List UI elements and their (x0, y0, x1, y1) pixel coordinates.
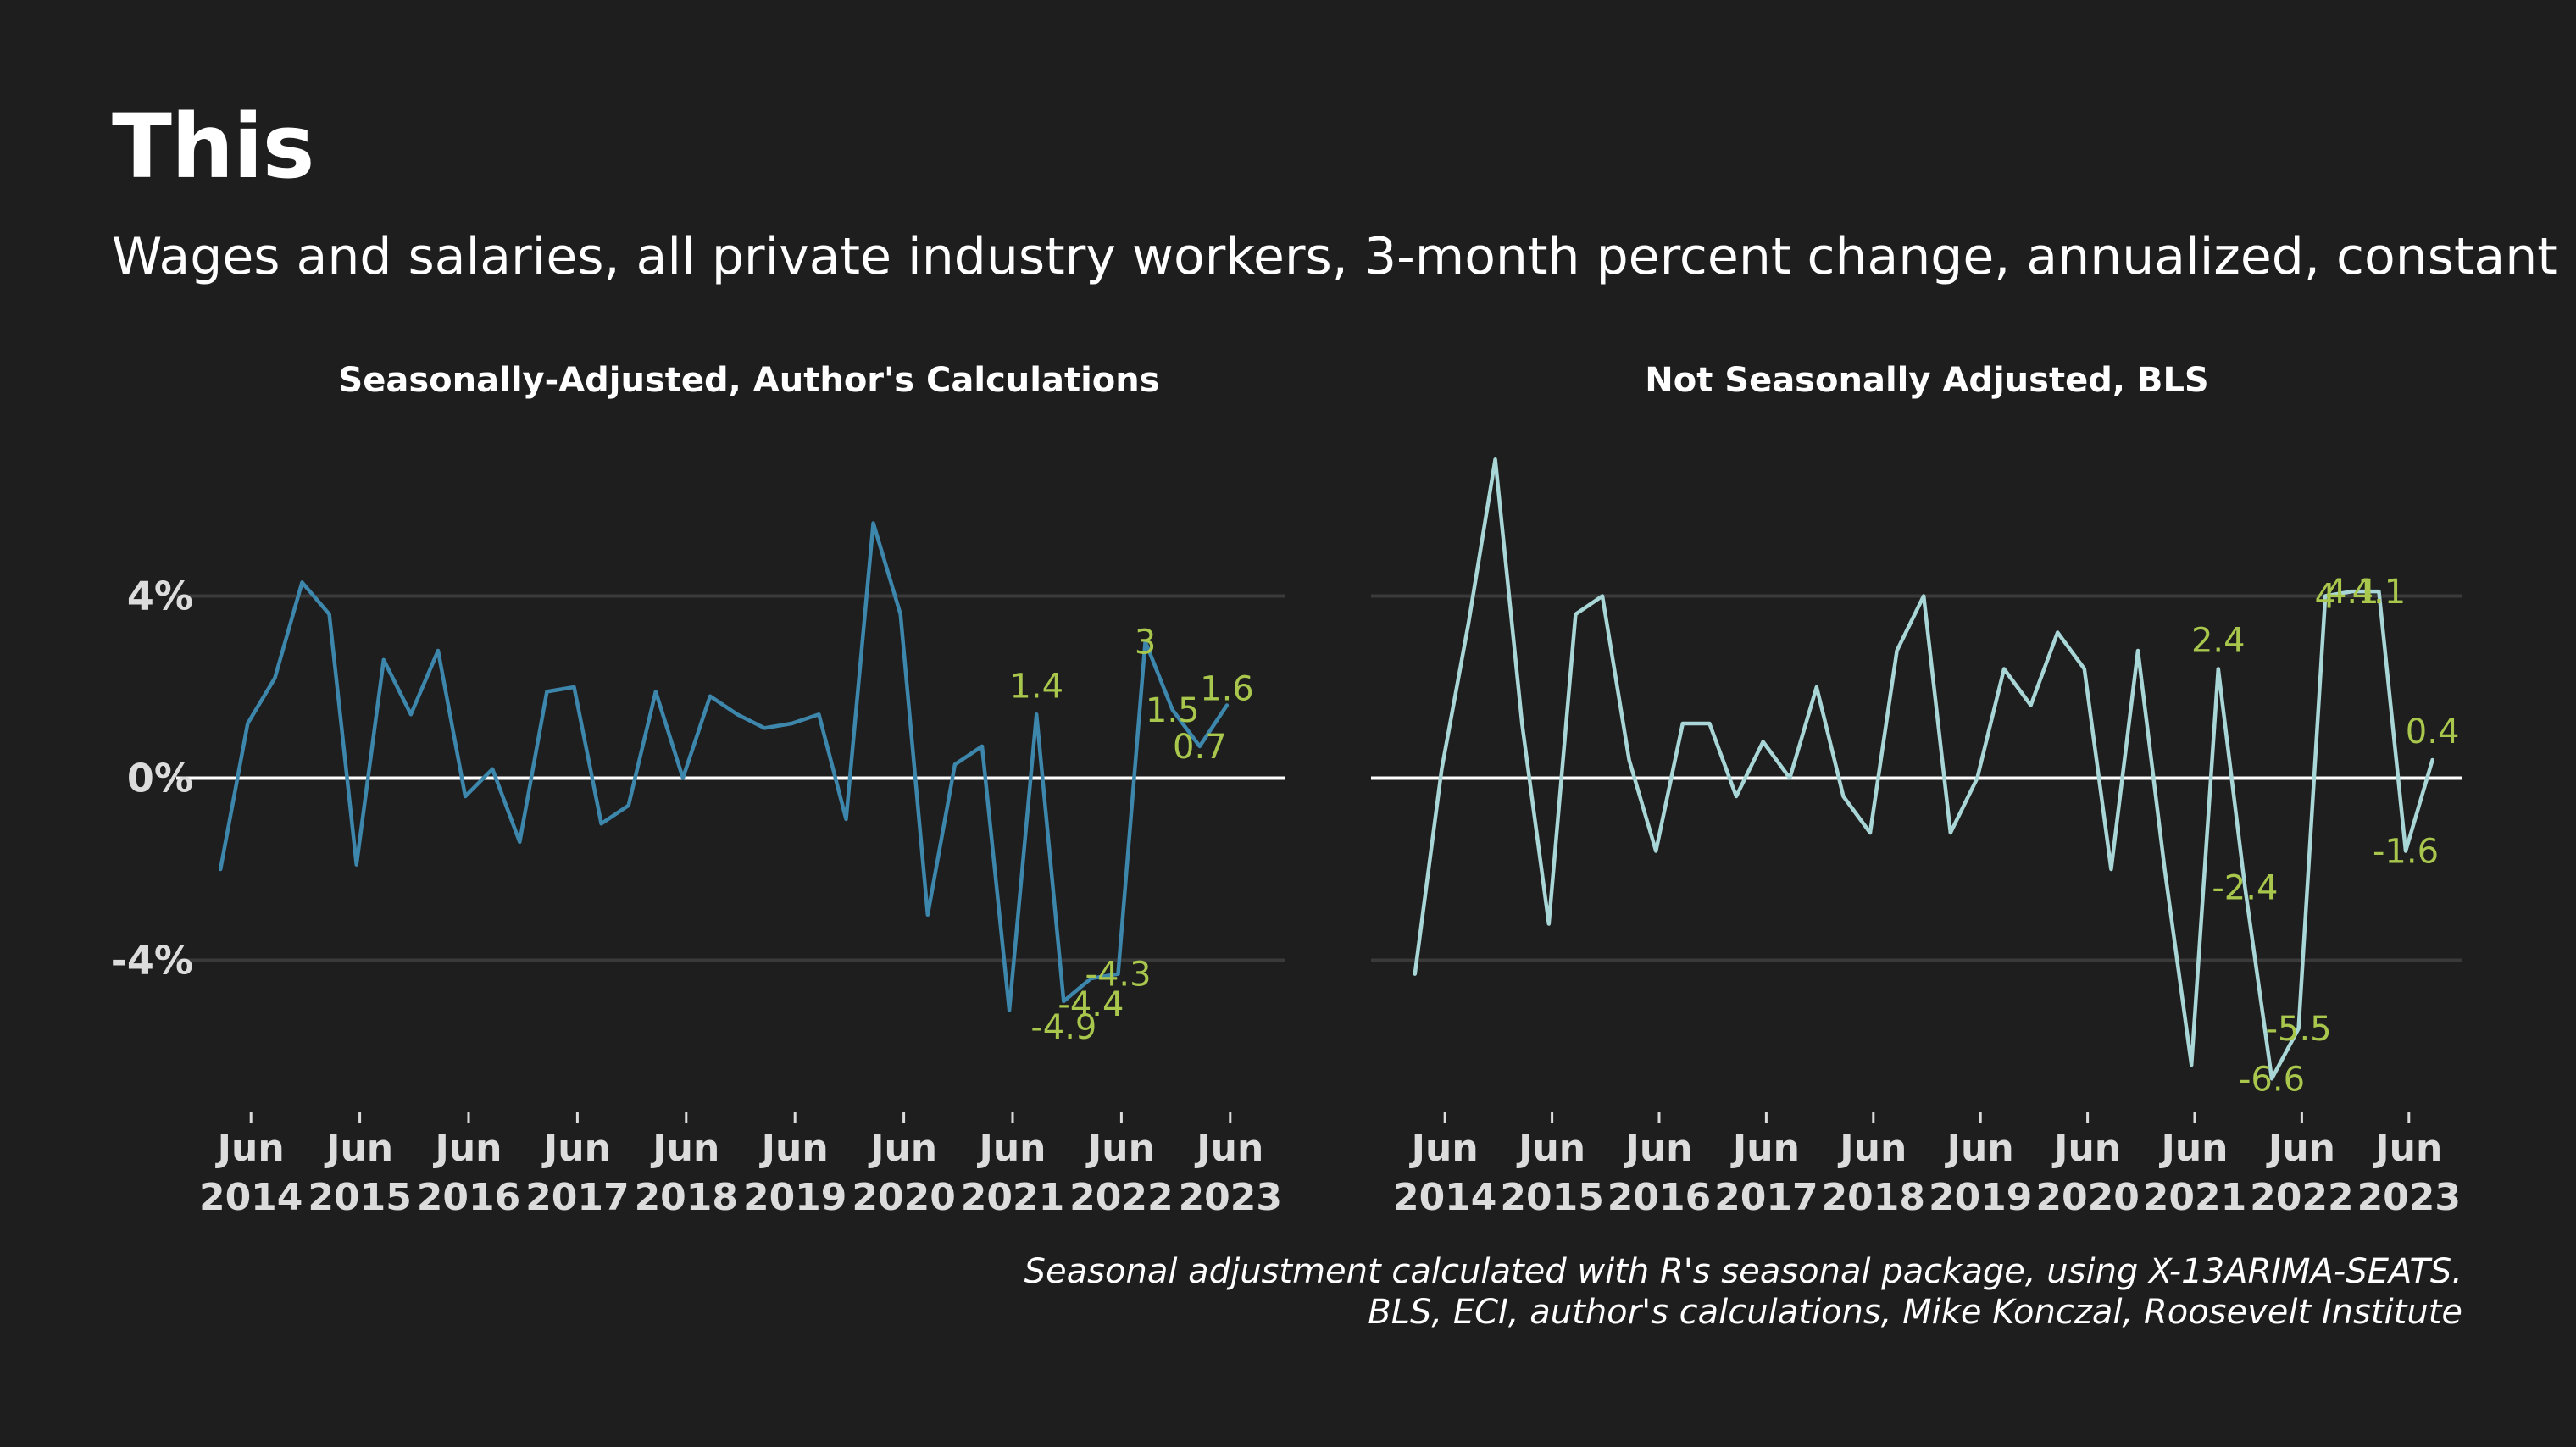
chart-panel-2: Not Seasonally Adjusted, BLS Jun 2014 Jun 20… (1371, 361, 2462, 1219)
data-label: -4.4 (1058, 985, 1124, 1024)
x-tick-label-month: Jun (1085, 1127, 1155, 1170)
data-label: 3 (1135, 623, 1156, 662)
data-label: 0.4 (2406, 712, 2460, 751)
data-label: 4.1 (2325, 573, 2379, 612)
chart-title: This (112, 95, 315, 198)
data-label: 2.4 (2191, 622, 2246, 661)
data-label: 4.1 (2352, 573, 2407, 612)
x-tick-label-month: Jun (1837, 1127, 1907, 1170)
x-tick-label-year: 2021 (2143, 1176, 2246, 1219)
data-label: 0.7 (1173, 728, 1227, 767)
data-label: -6.6 (2239, 1060, 2305, 1099)
x-tick-label-month: Jun (1730, 1127, 1800, 1170)
x-tick-label-month: Jun (432, 1127, 502, 1170)
x-tick-label-month: Jun (976, 1127, 1046, 1170)
x-tick-label-year: 2017 (1714, 1176, 1818, 1219)
y-tick-label: 4% (127, 574, 193, 619)
x-tick-label-year: 2019 (1929, 1176, 2032, 1219)
x-tick-label-year: 2020 (852, 1176, 955, 1219)
x-tick-label-year: 2014 (199, 1176, 303, 1219)
data-label: 1.6 (1200, 670, 1254, 709)
panel-title: Seasonally-Adjusted, Author's Calculatio… (338, 361, 1159, 400)
x-tick-label-year: 2015 (1500, 1176, 1603, 1219)
data-label: -1.6 (2373, 833, 2439, 872)
x-tick-label-year: 2022 (2250, 1176, 2353, 1219)
panel-title: Not Seasonally Adjusted, BLS (1645, 361, 2209, 400)
y-tick-label: -4% (111, 938, 193, 984)
x-tick-label-month: Jun (2158, 1127, 2228, 1170)
caption-method: Seasonal adjustment calculated with R's … (1024, 1252, 2462, 1291)
x-tick-label-month: Jun (1194, 1127, 1263, 1170)
x-tick-label-month: Jun (650, 1127, 719, 1170)
x-tick-label-month: Jun (868, 1127, 937, 1170)
x-tick-label-year: 2023 (1179, 1176, 1282, 1219)
x-tick-label-month: Jun (1516, 1127, 1585, 1170)
data-label: -2.4 (2212, 869, 2278, 908)
y-tick-label: 0% (127, 756, 193, 801)
x-tick-label-year: 2021 (961, 1176, 1064, 1219)
x-tick-label-month: Jun (2266, 1127, 2335, 1170)
x-tick-label-month: Jun (1409, 1127, 1479, 1170)
x-tick-label-year: 2018 (1822, 1176, 1925, 1219)
x-tick-label-year: 2016 (1607, 1176, 1711, 1219)
x-tick-label-month: Jun (541, 1127, 611, 1170)
chart-subtitle: Wages and salaries, all private industry… (112, 227, 2576, 286)
x-tick-label-year: 2019 (743, 1176, 847, 1219)
data-label: 4 (2314, 578, 2335, 617)
data-label: -4.3 (1085, 956, 1152, 995)
caption-source: BLS, ECI, author's calculations, Mike Ko… (1368, 1293, 2462, 1332)
x-tick-label-month: Jun (1623, 1127, 1692, 1170)
data-label: 1.5 (1146, 691, 1200, 730)
x-tick-label-year: 2014 (1393, 1176, 1496, 1219)
x-tick-label-month: Jun (759, 1127, 829, 1170)
chart-panel-1: Seasonally-Adjusted, Author's Calculatio… (111, 361, 1285, 1219)
x-tick-label-year: 2018 (635, 1176, 738, 1219)
x-tick-label-year: 2017 (525, 1176, 629, 1219)
data-label: -4.9 (1030, 1008, 1096, 1047)
series-line (218, 521, 1230, 1012)
x-tick-label-year: 2023 (2357, 1176, 2461, 1219)
x-tick-label-month: Jun (324, 1127, 393, 1170)
x-tick-label-month: Jun (215, 1127, 285, 1170)
x-tick-label-month: Jun (1945, 1127, 2014, 1170)
x-tick-label-month: Jun (2373, 1127, 2442, 1170)
data-label: 1.4 (1009, 667, 1063, 706)
series-line (1413, 457, 2434, 1081)
x-tick-label-year: 2022 (1069, 1176, 1173, 1219)
x-tick-label-month: Jun (2051, 1127, 2121, 1170)
x-tick-label-year: 2015 (308, 1176, 411, 1219)
x-tick-label-year: 2020 (2035, 1176, 2139, 1219)
x-tick-label-year: 2016 (417, 1176, 520, 1219)
data-label: -5.5 (2266, 1010, 2332, 1049)
